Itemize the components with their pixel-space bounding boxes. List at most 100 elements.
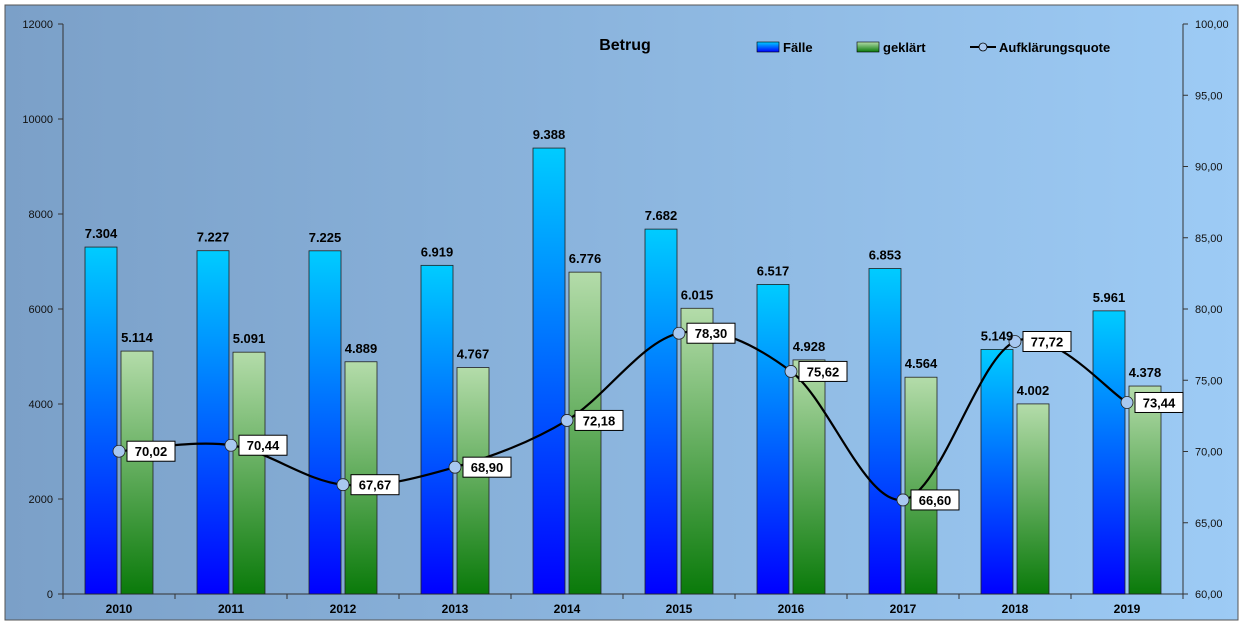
y-right-tick-label: 100,00 — [1195, 19, 1229, 31]
y-left-tick-label: 2000 — [29, 494, 53, 506]
x-tick-label: 2014 — [554, 602, 581, 616]
data-label-faelle: 7.304 — [85, 226, 118, 241]
rate-label-box — [126, 440, 176, 462]
legend-swatch-faelle — [756, 41, 780, 53]
data-label-geklaert: 5.114 — [121, 330, 154, 345]
rate-label-box — [798, 360, 848, 382]
x-tick-label: 2011 — [218, 602, 244, 616]
x-tick-label: 2019 — [1114, 602, 1141, 616]
bar-faelle — [308, 250, 342, 595]
x-tick-label: 2018 — [1002, 602, 1029, 616]
bar-faelle — [644, 228, 678, 595]
legend-label-faelle: Fälle — [783, 40, 813, 55]
rate-marker — [112, 444, 126, 458]
rate-label-box — [910, 489, 960, 511]
rate-marker — [224, 438, 238, 452]
bar-geklaert — [120, 350, 154, 595]
bars — [84, 147, 1162, 595]
chart-background — [4, 4, 1239, 621]
legend-label-aufklaerungsquote: Aufklärungsquote — [999, 40, 1110, 55]
data-label-geklaert: 4.564 — [905, 356, 938, 371]
data-label-faelle: 9.388 — [533, 127, 566, 142]
rate-label: 70,44 — [247, 438, 280, 453]
x-tick-label: 2012 — [330, 602, 357, 616]
x-tick-label: 2010 — [106, 602, 133, 616]
legend-item-geklaert: geklärt — [856, 40, 926, 55]
x-tick-label: 2015 — [666, 602, 693, 616]
bar-geklaert — [456, 367, 490, 595]
data-label-faelle: 6.853 — [869, 247, 902, 262]
rate-label-box — [686, 322, 736, 344]
rate-label: 72,18 — [583, 413, 616, 428]
legend-swatch-geklaert — [856, 41, 880, 53]
y-left-tick-label: 6000 — [29, 304, 53, 316]
data-label-geklaert: 6.015 — [681, 287, 714, 302]
rate-marker — [672, 326, 686, 340]
data-label-geklaert: 6.776 — [569, 251, 602, 266]
data-label-faelle: 7.225 — [309, 230, 342, 245]
bar-faelle — [420, 264, 454, 595]
bar-geklaert — [1016, 403, 1050, 595]
y-right-tick-label: 80,00 — [1195, 304, 1223, 316]
rate-label: 68,90 — [471, 460, 504, 475]
rate-marker — [560, 414, 574, 427]
data-label-geklaert: 4.889 — [345, 341, 378, 356]
bar-geklaert — [1128, 385, 1162, 595]
data-labels: 7.304 5.114 7.227 5.091 7.225 4.889 6.919 4.767… — [85, 127, 1162, 398]
y-right-tick-label: 75,00 — [1195, 375, 1223, 387]
legend: Fälle geklärt Aufklärungsquote — [756, 40, 1110, 55]
data-label-faelle: 6.517 — [757, 263, 790, 278]
rate-marker — [1120, 396, 1134, 409]
rate-label: 73,44 — [1143, 395, 1176, 410]
bar-geklaert — [568, 271, 602, 595]
rate-label: 67,67 — [359, 478, 392, 493]
rate-line: 70,02 70,44 67,67 68,90 72,18 78,30 75,62 66,60… — [112, 322, 1184, 511]
y-right-tick-label: 95,00 — [1195, 90, 1223, 102]
legend-item-faelle: Fälle — [756, 40, 813, 55]
y-left-tick-label: 12000 — [22, 19, 53, 31]
y-right-tick-label: 85,00 — [1195, 233, 1223, 245]
x-tick-label: 2013 — [442, 602, 469, 616]
y-right-tick-label: 90,00 — [1195, 162, 1223, 174]
data-label-faelle: 7.227 — [197, 230, 230, 245]
data-label-geklaert: 4.767 — [457, 347, 490, 362]
bar-geklaert — [680, 307, 714, 595]
bar-geklaert — [904, 376, 938, 595]
bar-faelle — [84, 246, 118, 595]
y-left-tick-label: 8000 — [29, 209, 53, 221]
rate-label: 66,60 — [919, 493, 952, 508]
bar-faelle — [196, 250, 230, 595]
rate-label-box — [1134, 391, 1184, 413]
rate-label: 78,30 — [695, 326, 728, 341]
bar-faelle — [868, 268, 902, 595]
chart-title: Betrug — [599, 37, 651, 54]
rate-label-box — [1022, 330, 1072, 352]
y-left-tick-label: 0 — [47, 589, 53, 601]
y-right-tick-label: 70,00 — [1195, 447, 1223, 459]
data-label-faelle: 5.961 — [1093, 290, 1126, 305]
y-right-tick-label: 60,00 — [1195, 589, 1223, 601]
legend-item-aufklaerungsquote: Aufklärungsquote — [970, 40, 1110, 55]
rate-label: 75,62 — [807, 364, 840, 379]
y-right-tick-label: 65,00 — [1195, 518, 1223, 530]
rate-marker — [336, 478, 350, 492]
rate-line-path — [118, 330, 1128, 502]
bar-faelle — [980, 349, 1014, 595]
rate-label-box — [574, 409, 624, 431]
y-left-tick-label: 4000 — [29, 399, 53, 411]
legend-label-geklaert: geklärt — [883, 40, 926, 55]
bar-faelle — [532, 147, 566, 595]
legend-marker-aufklaerungsquote — [978, 42, 988, 52]
y-left-tick-label: 10000 — [22, 114, 53, 126]
rate-label: 70,02 — [135, 444, 168, 459]
bar-faelle — [1092, 310, 1126, 595]
data-label-geklaert: 4.002 — [1017, 383, 1050, 398]
bar-faelle — [756, 284, 790, 595]
rate-label-box — [238, 434, 288, 456]
rate-marker — [784, 365, 798, 378]
data-label-geklaert: 4.928 — [793, 339, 826, 354]
rate-marker — [896, 493, 910, 507]
bar-geklaert — [232, 351, 266, 595]
x-tick-label: 2016 — [778, 602, 805, 616]
